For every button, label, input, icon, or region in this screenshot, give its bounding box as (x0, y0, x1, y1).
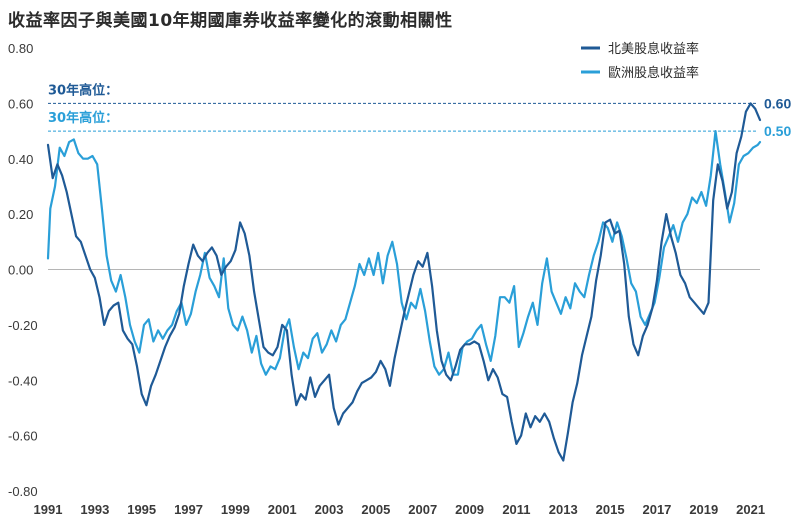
y-tick-label: -0.40 (8, 373, 38, 388)
x-tick-label: 2015 (596, 502, 625, 517)
series-line (46, 130, 762, 376)
x-tick-label: 1997 (174, 502, 203, 517)
y-tick-label: -0.20 (8, 318, 38, 333)
x-tick-label: 2017 (642, 502, 671, 517)
reference-annotation: 30年高位： (48, 82, 118, 98)
y-tick-label: 0.20 (8, 207, 33, 222)
series-end-label: 0.60 (764, 95, 791, 111)
x-tick-label: 2013 (549, 502, 578, 517)
legend-label: 北美股息收益率 (608, 41, 699, 57)
x-tick-label: 1993 (80, 502, 109, 517)
y-tick-label: -0.80 (8, 484, 38, 499)
y-tick-label: -0.60 (8, 429, 38, 444)
x-tick-label: 1991 (34, 502, 63, 517)
y-tick-label: 0.40 (8, 152, 33, 167)
series-line (46, 102, 762, 462)
x-tick-label: 2019 (689, 502, 718, 517)
x-tick-label: 2009 (455, 502, 484, 517)
y-tick-label: 0.60 (8, 96, 33, 111)
chart-title: 收益率因子與美國10年期國庫券收益率變化的滾動相關性 (8, 11, 453, 31)
x-tick-label: 2003 (315, 502, 344, 517)
x-tick-label: 2007 (408, 502, 437, 517)
x-tick-label: 2001 (268, 502, 297, 517)
y-tick-label: 0.00 (8, 263, 33, 278)
x-tick-label: 1995 (127, 502, 156, 517)
x-tick-label: 2011 (502, 502, 530, 517)
series-end-label: 0.50 (764, 123, 791, 139)
y-tick-label: 0.80 (8, 41, 33, 56)
x-tick-label: 2005 (361, 502, 390, 517)
legend-label: 歐洲股息收益率 (608, 65, 699, 81)
x-tick-label: 2021 (736, 502, 765, 517)
x-tick-label: 1999 (221, 502, 250, 517)
reference-annotation: 30年高位： (48, 110, 118, 126)
